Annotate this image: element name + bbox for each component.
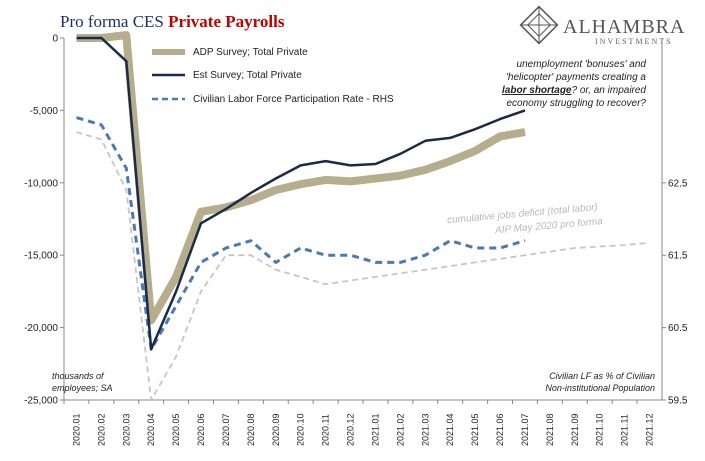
x-tick-label: 2020.11 [321,414,331,446]
x-tick-label: 2021.06 [495,413,505,446]
x-tick-label: 2021.07 [520,413,530,446]
x-tick-label: 2021.09 [570,413,580,446]
annotation-emphasis: labor shortage [502,85,572,96]
right-tick-label: 61.5 [668,251,688,262]
title-part-2: Private Payrolls [168,12,285,31]
legend-label-adp: ADP Survey; Total Private [193,47,308,58]
x-tick-label: 2020.12 [346,413,356,446]
x-tick-label: 2021.05 [470,413,480,446]
left-tick-label: -15,000 [24,251,58,262]
x-tick-label: 2020.07 [221,413,231,446]
annotation-line-3-rest: ? or, an impaired [572,85,647,96]
left-tick-label: -25,000 [24,396,58,407]
x-tick-label: 2021.12 [645,413,655,446]
series-adp [76,31,526,325]
logo-sub: INVESTMENTS [595,37,673,46]
left-tick-label: 0 [52,34,58,45]
x-tick-label: 2021.01 [370,413,380,446]
legend-label-est: Est Survey; Total Private [193,70,302,81]
annotation-line-1: unemployment 'bonuses' and [517,59,647,70]
x-tick-label: 2020.08 [246,413,256,446]
x-tick-label: 2020.01 [71,413,81,446]
legend: ADP Survey; Total Private Est Survey; To… [152,47,394,105]
x-tick-label: 2021.03 [420,413,430,446]
x-tick-label: 2021.11 [620,414,630,446]
logo: ALHAMBRA INVESTMENTS [519,5,685,46]
title-part-1: Pro forma CES [60,12,168,31]
series-est [76,36,526,351]
left-tick-label: -10,000 [24,178,58,189]
x-tick-label: 2021.04 [445,413,455,446]
logo-emblem-icon [519,5,559,45]
right-ticks: 59.5 60.5 61.5 62.5 [662,178,688,407]
right-tick-label: 60.5 [668,323,688,334]
right-axis-note-1: Civilian LF as % of Civilian [549,371,655,381]
legend-label-lfpr: Civilian Labor Force Participation Rate … [193,94,394,105]
annotation-line-3: labor shortage? or, an impaired [502,85,646,96]
x-tick-label: 2020.06 [196,413,206,446]
x-tick-label: 2021.08 [545,413,555,446]
left-tick-label: -20,000 [24,323,58,334]
annotation-line-4: economy struggling to recover? [506,98,646,109]
right-axis-note-2: Non-institutional Population [545,383,655,393]
x-tick-label: 2020.03 [121,413,131,446]
x-tick-label: 2020.09 [271,413,281,446]
right-tick-label: 59.5 [668,396,688,407]
series-layer [76,31,650,401]
x-tick-label: 2020.04 [146,413,156,446]
left-axis-note-1: thousands of [52,371,105,381]
series-proforma [76,131,650,401]
x-tick-label: 2021.02 [395,413,405,446]
x-ticks: 2020.01 2020.02 2020.03 2020.04 2020.05 2020.… [63,400,655,446]
left-tick-label: -5,000 [30,106,59,117]
right-tick-label: 62.5 [668,178,688,189]
left-ticks: 0 -5,000 -10,000 -15,000 -20,000 -25,000 [24,34,64,407]
annotation: unemployment 'bonuses' and 'helicopter' … [502,59,646,109]
annotation-line-2: 'helicopter' payments creating a [506,72,646,83]
x-tick-label: 2020.10 [296,413,306,446]
chart-title: Pro forma CES Private Payrolls [60,12,285,31]
left-axis-note-2: employees; SA [52,383,113,393]
x-tick-label: 2021.10 [595,413,605,446]
x-tick-label: 2020.05 [171,413,181,446]
logo-name: ALHAMBRA [563,16,685,38]
x-tick-label: 2020.02 [96,413,106,446]
